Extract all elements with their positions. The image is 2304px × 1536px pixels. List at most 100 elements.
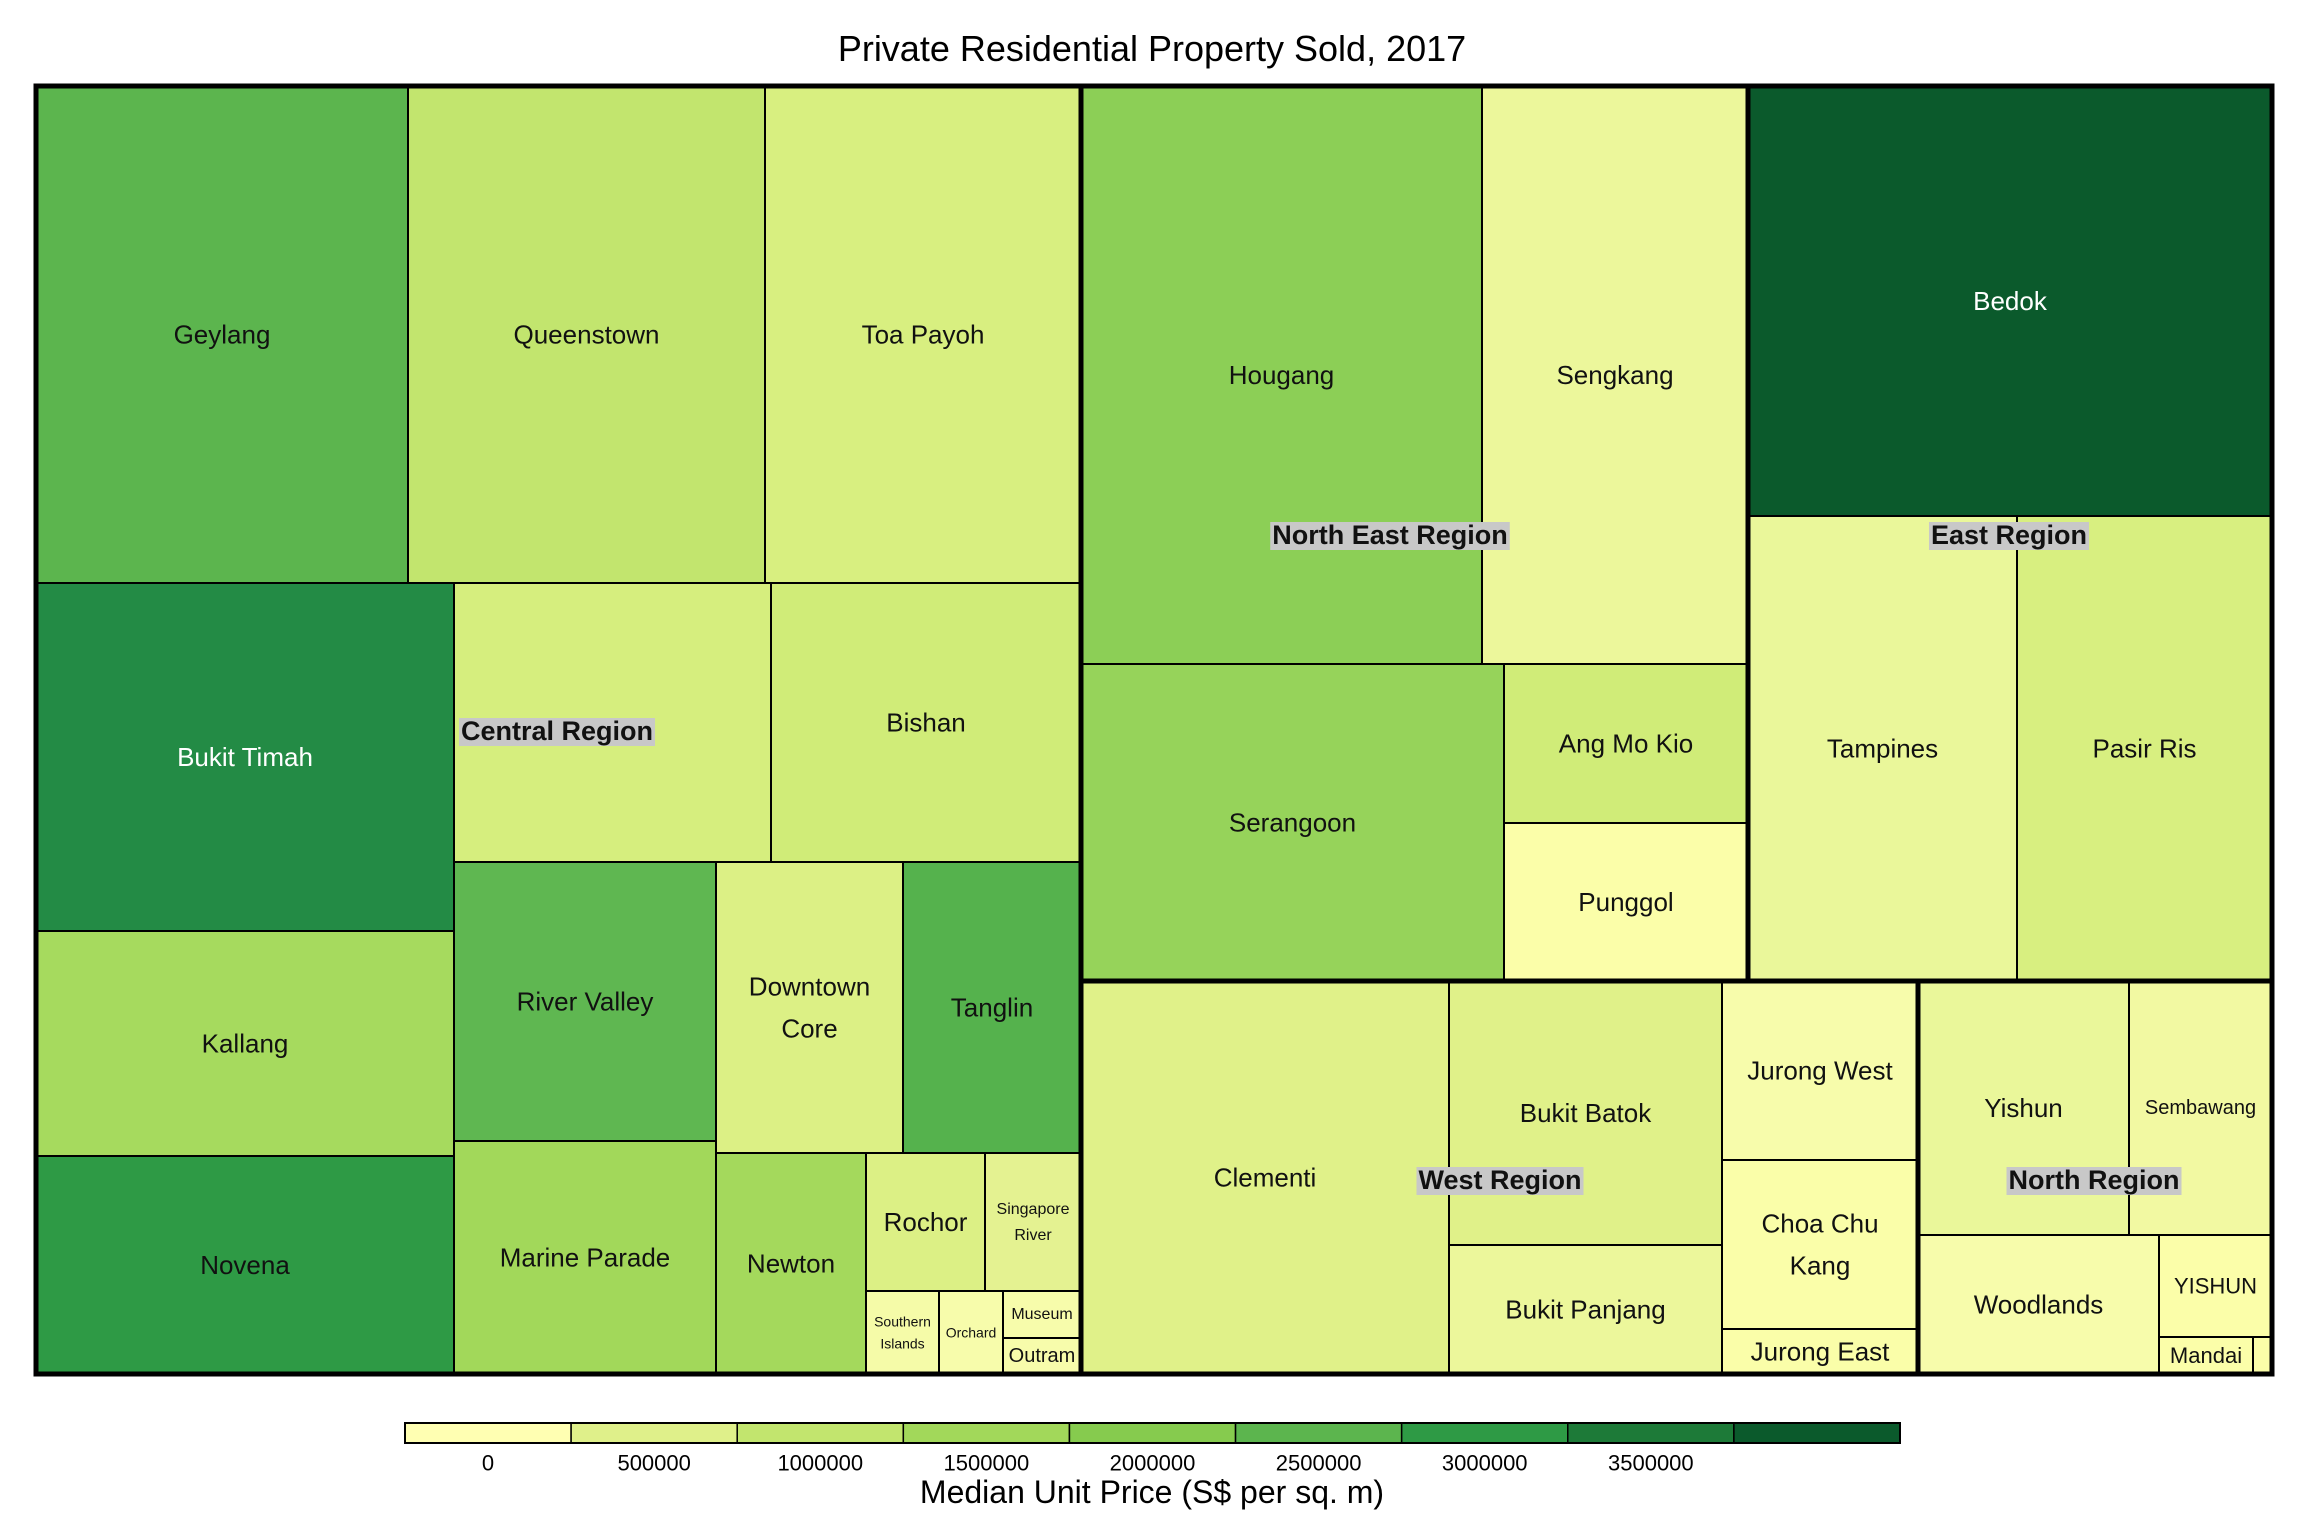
cell-label-southern-islands: Southern Islands — [874, 1313, 931, 1351]
treemap-cell-clementi — [1080, 980, 1450, 1375]
treemap-cell-serangoon — [1080, 663, 1505, 982]
cell-label-orchard: Orchard — [946, 1325, 997, 1341]
colorbar-segment — [1068, 1422, 1237, 1444]
colorbar-segment — [1234, 1422, 1403, 1444]
cell-label-tanglin: Tanglin — [951, 993, 1033, 1023]
treemap-cell-museum — [1002, 1290, 1082, 1339]
region-label-text: East Region — [1931, 520, 2087, 550]
treemap-cell-choa-chu-kang — [1721, 1159, 1919, 1330]
region-label-east-region: East Region — [1928, 520, 2090, 550]
cell-label-jurong-east: Jurong East — [1751, 1337, 1891, 1367]
region-label-central-region: Central Region — [458, 716, 656, 746]
cell-label-bedok: Bedok — [1973, 286, 2048, 316]
region-label-text: North East Region — [1272, 520, 1508, 550]
cell-label-bukit-timah: Bukit Timah — [177, 742, 313, 772]
colorbar-segment — [570, 1422, 738, 1444]
treemap-cells — [35, 85, 2273, 1375]
region-label-text: Central Region — [461, 716, 653, 746]
cell-label-novena: Novena — [200, 1250, 290, 1280]
treemap-cell-ang-mo-kio — [1503, 663, 1749, 824]
region-label-bg — [1416, 1167, 1584, 1195]
treemap-cell-geylang — [35, 85, 409, 584]
cell-label-bishan: Bishan — [886, 708, 966, 738]
treemap-cell-downtown-core — [715, 861, 904, 1154]
treemap-cell-river-valley — [453, 861, 717, 1142]
treemap-cell-outram — [1002, 1337, 1082, 1375]
treemap-outer-frame — [33, 83, 2275, 1377]
region-label-text: West Region — [1418, 1165, 1581, 1195]
colorbar-tick-label: 500000 — [617, 1451, 690, 1476]
colorbar-tick-label: 2500000 — [1276, 1451, 1362, 1476]
treemap-cell-bukit-batok — [1448, 980, 1723, 1246]
colorbar-tick-label: 1500000 — [944, 1451, 1030, 1476]
chart-title: Private Residential Property Sold, 2017 — [837, 28, 1467, 69]
treemap-cell-punggol — [1503, 822, 1749, 982]
cell-label-bukit-batok: Bukit Batok — [1520, 1098, 1653, 1128]
colorbar-segment — [1567, 1422, 1735, 1444]
cell-label-serangoon: Serangoon — [1229, 808, 1356, 838]
cell-label-sembawang: Sembawang — [2145, 1097, 2256, 1119]
treemap-cell-bedok — [1747, 85, 2273, 517]
cell-label-kallang: Kallang — [202, 1029, 289, 1059]
treemap-cell-singapore-river — [984, 1152, 1082, 1292]
colorbar-segment — [736, 1422, 905, 1444]
cell-label-yishun: Yishun — [1984, 1093, 2063, 1123]
colorbar: 0 500000 1000000 1500000 2000000 2500000 30000… — [404, 1422, 1901, 1476]
cell-label-downtown-core: Downtown Core — [749, 972, 870, 1044]
colorbar-segment — [404, 1422, 572, 1444]
region-label-bg — [1928, 522, 2090, 550]
region-label-north-region: North Region — [2006, 1165, 2182, 1195]
cell-label-toa-payoh: Toa Payoh — [862, 320, 985, 350]
treemap-cell-sengkang — [1481, 85, 1749, 665]
colorbar-title: Median Unit Price (S$ per sq. m) — [919, 1474, 1385, 1510]
cell-label-hougang: Hougang — [1229, 360, 1335, 390]
cell-label-mandai: Mandai — [2170, 1343, 2242, 1368]
colorbar-frame — [404, 1422, 1901, 1444]
treemap-cell-tampines — [1747, 515, 2018, 982]
cell-label-jurong-west: Jurong West — [1747, 1056, 1893, 1086]
cell-label-tampines: Tampines — [1827, 734, 1938, 764]
cell-label-clementi: Clementi — [1214, 1163, 1317, 1193]
cell-label-queenstown: Queenstown — [514, 320, 660, 350]
treemap-cell-toa-payoh — [764, 85, 1082, 584]
treemap-cell-bukit-timah — [35, 582, 455, 932]
treemap-cell-southern-islands — [865, 1290, 940, 1375]
colorbar-segment — [1733, 1422, 1901, 1444]
colorbar-tick-label: 2000000 — [1110, 1451, 1196, 1476]
colorbar-tick-label: 1000000 — [777, 1451, 863, 1476]
cell-label-yishun: YISHUN — [2174, 1274, 2257, 1299]
treemap-cell-novena — [35, 1155, 455, 1375]
cell-label-woodlands: Woodlands — [1974, 1290, 2104, 1320]
cell-label-bukit-panjang: Bukit Panjang — [1505, 1295, 1665, 1325]
colorbar-tick-label: 3000000 — [1442, 1451, 1528, 1476]
cell-label-sengkang: Sengkang — [1556, 360, 1673, 390]
cell-label-marine-parade: Marine Parade — [500, 1243, 671, 1273]
treemap-cell-tanglin — [902, 861, 1082, 1154]
region-label-bg — [458, 718, 656, 746]
cell-label-newton: Newton — [747, 1249, 835, 1279]
cell-label-pasir-ris: Pasir Ris — [2092, 734, 2196, 764]
treemap-cell-pasir-ris — [2016, 515, 2273, 982]
cell-label-choa-chu-kang: Choa Chu Kang — [1761, 1209, 1878, 1281]
treemap-cell-unlabeled-4-5 — [2252, 1336, 2273, 1375]
region-label-text: North Region — [2009, 1165, 2180, 1195]
cell-label-punggol: Punggol — [1578, 887, 1673, 917]
colorbar-segment — [1400, 1422, 1569, 1444]
treemap-cell-rochor — [865, 1152, 986, 1292]
cell-label-outram: Outram — [1009, 1345, 1076, 1367]
region-labels: Central Region North East Region East Regi… — [458, 520, 2182, 1195]
colorbar-tick-label: 3500000 — [1608, 1451, 1694, 1476]
cell-label-river-valley: River Valley — [517, 987, 654, 1017]
cell-label-rochor: Rochor — [884, 1207, 968, 1237]
treemap-cell-kallang — [35, 930, 455, 1157]
region-label-bg — [1270, 522, 1510, 550]
cell-label-geylang: Geylang — [174, 320, 271, 350]
cell-label-ang-mo-kio: Ang Mo Kio — [1559, 729, 1693, 759]
colorbar-tick-label: 0 — [482, 1451, 494, 1476]
treemap-labels: Geylang Queenstown Toa Payoh Bukit Timah Bis… — [174, 286, 2257, 1368]
treemap-cell-orchard — [938, 1290, 1004, 1375]
region-label-bg — [2006, 1167, 2182, 1195]
treemap-cell-jurong-east — [1721, 1328, 1919, 1375]
cell-label-museum: Museum — [1011, 1306, 1072, 1323]
